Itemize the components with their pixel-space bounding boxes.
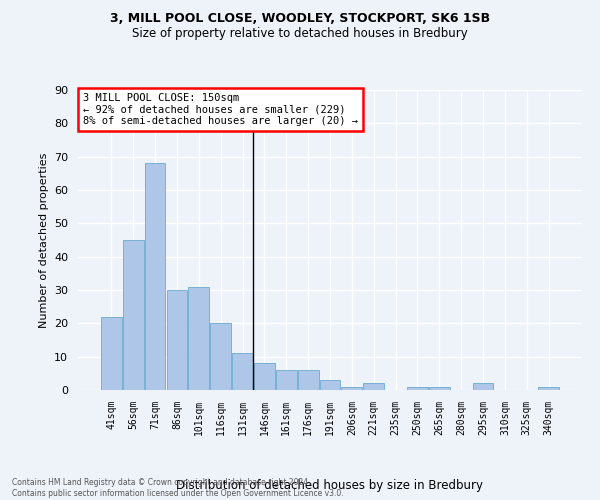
- Y-axis label: Number of detached properties: Number of detached properties: [38, 152, 49, 328]
- Bar: [210, 324, 231, 390]
- Bar: [188, 286, 209, 390]
- Bar: [473, 384, 493, 390]
- Bar: [429, 386, 450, 390]
- Bar: [407, 386, 428, 390]
- Text: Contains HM Land Registry data © Crown copyright and database right 2024.
Contai: Contains HM Land Registry data © Crown c…: [12, 478, 344, 498]
- Text: 3 MILL POOL CLOSE: 150sqm
← 92% of detached houses are smaller (229)
8% of semi-: 3 MILL POOL CLOSE: 150sqm ← 92% of detac…: [83, 93, 358, 126]
- Bar: [254, 364, 275, 390]
- Bar: [123, 240, 143, 390]
- Bar: [145, 164, 166, 390]
- Text: Size of property relative to detached houses in Bredbury: Size of property relative to detached ho…: [132, 28, 468, 40]
- Bar: [320, 380, 340, 390]
- Text: 3, MILL POOL CLOSE, WOODLEY, STOCKPORT, SK6 1SB: 3, MILL POOL CLOSE, WOODLEY, STOCKPORT, …: [110, 12, 490, 26]
- Bar: [298, 370, 319, 390]
- Bar: [538, 386, 559, 390]
- Bar: [167, 290, 187, 390]
- Bar: [341, 386, 362, 390]
- Bar: [101, 316, 122, 390]
- Bar: [276, 370, 296, 390]
- Bar: [364, 384, 384, 390]
- X-axis label: Distribution of detached houses by size in Bredbury: Distribution of detached houses by size …: [176, 480, 484, 492]
- Bar: [232, 354, 253, 390]
